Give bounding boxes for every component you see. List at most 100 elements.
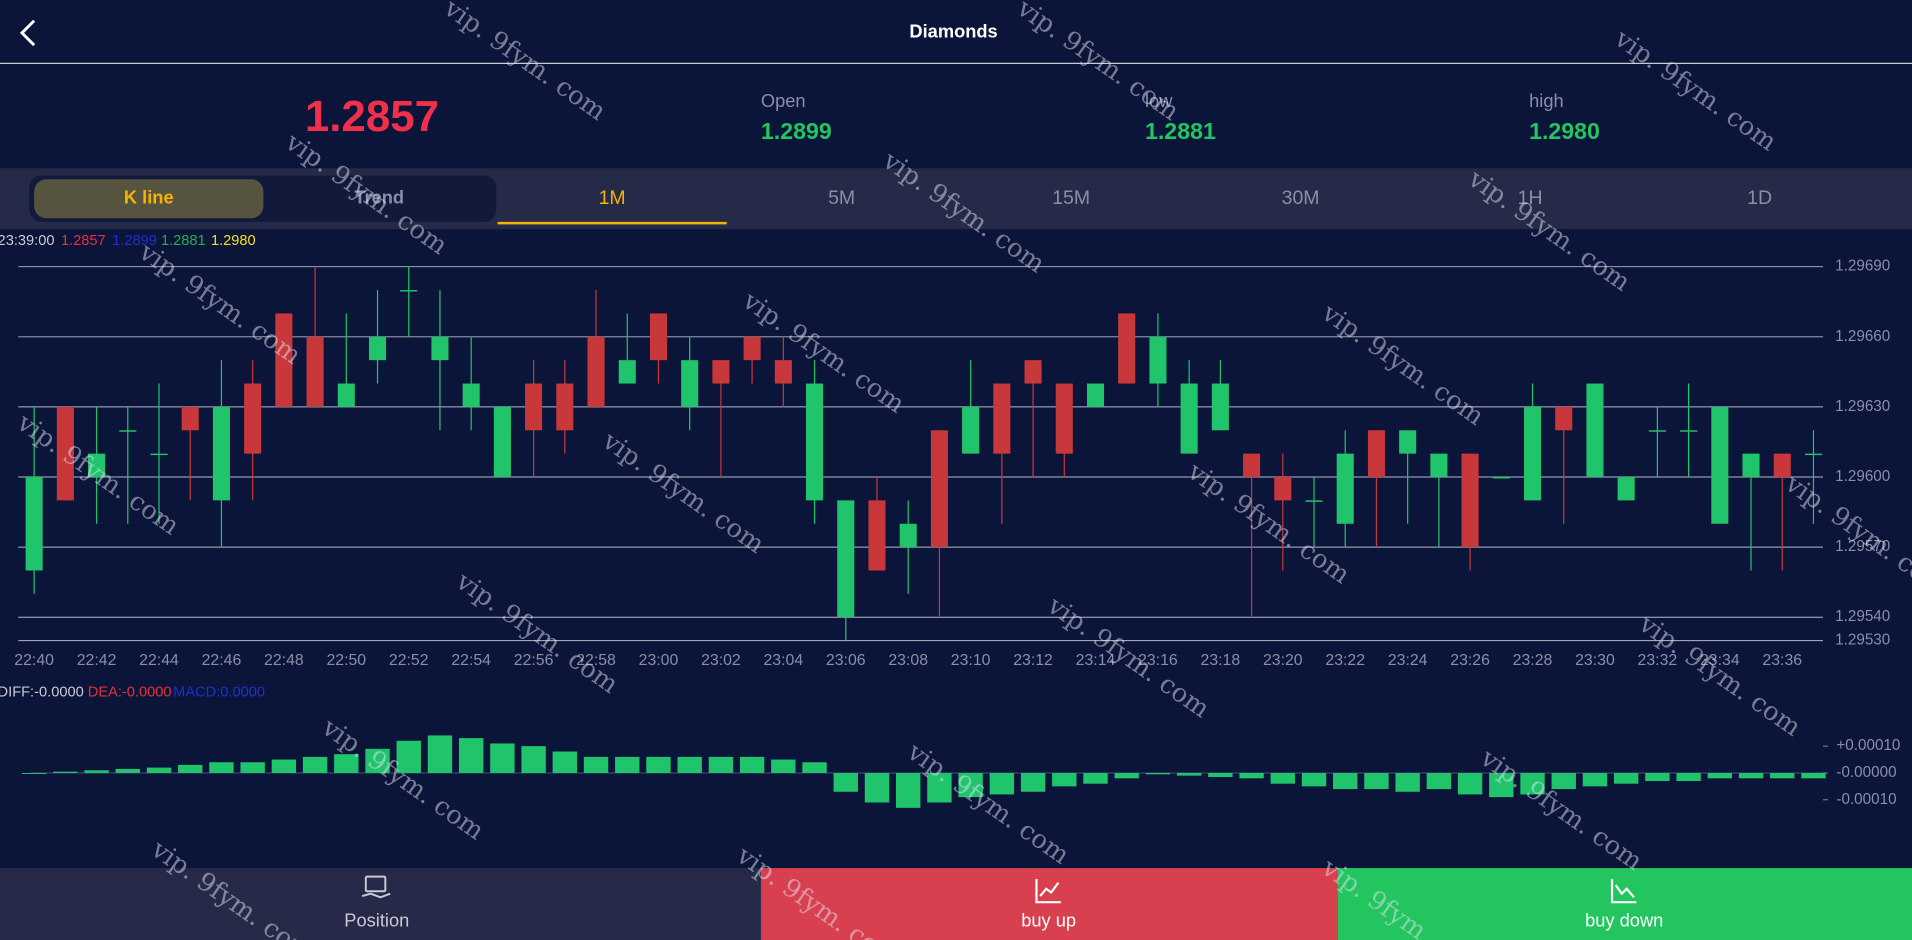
period-tab[interactable]: 30M <box>1282 187 1320 209</box>
x-tick-label: 23:08 <box>888 652 928 669</box>
period-tab[interactable]: 1M <box>599 187 626 209</box>
macd-legend: MACD:0.0000 <box>173 684 265 700</box>
macd-bar <box>583 756 609 773</box>
candle-body <box>1617 477 1635 501</box>
macd-bar <box>708 756 734 773</box>
candle-body <box>25 477 43 571</box>
mode-tab[interactable]: Trend <box>354 187 404 208</box>
candle-body <box>806 383 824 501</box>
candle-body <box>1367 430 1385 478</box>
macd-bar <box>1457 772 1483 795</box>
macd-bar <box>1208 772 1233 777</box>
y-tick-label: 1.29690 <box>1835 258 1890 275</box>
candle-body <box>1180 383 1198 454</box>
candle-body <box>868 500 886 571</box>
period-tab[interactable]: 1H <box>1518 187 1543 209</box>
button-label[interactable]: Position <box>344 910 409 931</box>
macd-bar <box>1520 772 1545 795</box>
candle-body <box>212 406 230 501</box>
macd-bar <box>21 772 47 774</box>
macd-bar <box>396 740 421 773</box>
candle-body <box>1586 383 1604 478</box>
x-tick-label: 23:12 <box>1013 652 1053 669</box>
candle-body <box>1055 383 1073 454</box>
macd-bar <box>334 754 359 773</box>
open-label: Open <box>761 90 806 111</box>
candle-body <box>1773 453 1791 478</box>
period-tab[interactable]: 1D <box>1747 187 1772 209</box>
candlestick-chart: 1.29690 1.29660 1.29630 1.29600 1.29570 1.295… <box>14 258 1890 669</box>
y-tick-label: 1.29530 <box>1835 632 1890 649</box>
macd-bar <box>677 756 702 773</box>
candle-body <box>1211 383 1229 431</box>
macd-bar <box>1707 772 1733 779</box>
button-label[interactable]: buy down <box>1585 910 1663 931</box>
mode-tab-active[interactable] <box>34 179 264 219</box>
macd-bar <box>53 771 78 773</box>
x-tick-label: 23:16 <box>1138 652 1178 669</box>
button-label[interactable]: buy up <box>1021 910 1076 931</box>
buy-up-button[interactable] <box>760 868 1338 940</box>
x-tick-label: 23:02 <box>701 652 741 669</box>
macd-bar <box>302 756 328 773</box>
period-tab[interactable]: 5M <box>828 187 855 209</box>
macd-bar <box>833 772 858 792</box>
macd-bar <box>739 756 765 773</box>
info-value: 1.2881 <box>161 233 206 249</box>
candle-body <box>1149 336 1167 384</box>
info-time: 23:39:00 <box>0 233 55 249</box>
candle-body <box>1274 477 1292 501</box>
x-tick-label: 23:22 <box>1325 652 1365 669</box>
candle-body <box>837 500 855 618</box>
y-tick-label: 1.29660 <box>1835 328 1890 345</box>
candle-body <box>1305 500 1323 502</box>
macd-bar <box>365 748 390 773</box>
macd-bar <box>1270 772 1295 784</box>
period-tabs: 1M 5M 15M 30M 1H 1D <box>599 187 1772 209</box>
macd-bar <box>240 762 265 773</box>
candle-body <box>587 336 605 407</box>
candle-body <box>649 313 668 361</box>
x-tick-label: 22:56 <box>514 652 554 669</box>
candle-body <box>556 383 574 431</box>
macd-bar <box>271 759 297 773</box>
candle-body <box>525 383 543 431</box>
y-tick-label: 1.29540 <box>1835 608 1890 625</box>
macd-bar <box>1801 772 1826 779</box>
x-tick-label: 23:24 <box>1388 652 1428 669</box>
candle-body <box>899 523 917 548</box>
candle-body <box>1024 360 1042 384</box>
candle-body <box>1118 313 1136 384</box>
buy-down-icon <box>1610 879 1637 904</box>
macd-bar <box>646 756 671 773</box>
position-icon <box>361 875 391 899</box>
macd-bar <box>1333 772 1358 790</box>
candle-body <box>88 453 106 478</box>
candle-body <box>1461 453 1479 548</box>
x-tick-label: 22:40 <box>14 652 54 669</box>
x-tick-label: 22:54 <box>451 652 491 669</box>
candle-body <box>1648 430 1666 432</box>
x-tick-label: 23:04 <box>764 652 804 669</box>
candle-body <box>244 383 262 454</box>
macd-bar <box>178 764 203 773</box>
back-button[interactable] <box>19 19 36 47</box>
x-tick-label: 23:36 <box>1762 652 1802 669</box>
macd-bar <box>1395 772 1420 792</box>
candle-body <box>368 336 387 361</box>
macd-bar <box>1489 772 1514 798</box>
x-tick-label: 23:14 <box>1076 652 1116 669</box>
x-tick-label: 23:28 <box>1513 652 1553 669</box>
x-tick-label: 22:48 <box>264 652 304 669</box>
candle-body <box>431 336 449 361</box>
candle-body <box>930 430 948 548</box>
buy-up-icon <box>1035 879 1061 904</box>
position-button[interactable] <box>0 868 761 940</box>
candle-body <box>1492 477 1510 479</box>
period-tab[interactable]: 15M <box>1052 187 1090 209</box>
mode-tab[interactable]: K line <box>124 187 174 208</box>
buy-down-button[interactable] <box>1337 868 1912 940</box>
macd-bar <box>896 772 921 808</box>
